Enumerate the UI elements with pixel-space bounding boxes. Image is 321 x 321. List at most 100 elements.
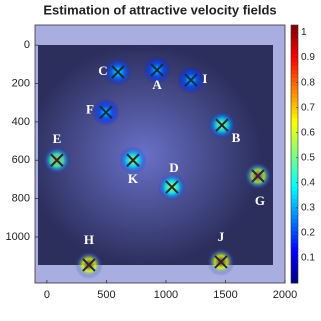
- colorbar-tick-label: 0.8: [301, 77, 315, 88]
- x-marker: [111, 65, 125, 79]
- x-tick-label: 2000: [273, 289, 297, 301]
- colorbar-segment: [291, 210, 298, 215]
- colorbar-segment: [291, 149, 298, 155]
- colorbar-segment: [291, 186, 298, 191]
- y-tick-label: 1000: [6, 231, 30, 243]
- colorbar-segment: [291, 89, 298, 95]
- colorbar-segment: [291, 230, 298, 236]
- colorbar-segment: [291, 206, 298, 211]
- point-label: J: [218, 229, 225, 244]
- colorbar-segment: [291, 278, 298, 284]
- y-tick-label: 200: [12, 77, 30, 89]
- y-tick-label: 400: [12, 116, 30, 128]
- x-marker: [126, 153, 140, 167]
- colorbar-segment: [291, 222, 298, 228]
- plot-frame: [34, 24, 286, 284]
- y-tick-label: 600: [12, 154, 30, 166]
- colorbar-segment: [291, 274, 298, 280]
- colorbar-tick-label: 0.6: [301, 127, 315, 138]
- colorbar-segment: [291, 57, 298, 62]
- x-marker: [251, 169, 265, 183]
- colorbar-tick-label: 0.5: [301, 152, 315, 163]
- point-label: B: [232, 130, 241, 145]
- colorbar-segment: [291, 182, 298, 187]
- x-marker: [214, 255, 228, 269]
- colorbar-segment: [291, 154, 298, 159]
- colorbar-segment: [291, 73, 298, 78]
- colorbar-segment: [291, 81, 298, 86]
- colorbar-segment: [291, 93, 298, 99]
- point-label: C: [98, 63, 107, 78]
- colorbar-segment: [291, 85, 298, 90]
- colorbar-segment: [291, 202, 298, 207]
- x-tick-label: 1500: [213, 289, 237, 301]
- colorbar-segment: [291, 29, 298, 34]
- point-label: D: [169, 160, 178, 175]
- x-marker: [99, 105, 113, 119]
- colorbar-segment: [291, 133, 298, 139]
- point-label: K: [128, 171, 139, 186]
- point-label: E: [53, 131, 62, 146]
- x-marker: [150, 63, 164, 77]
- colorbar-segment: [291, 145, 298, 151]
- x-tick-label: 1000: [154, 289, 178, 301]
- colorbar-tick-label: 0.7: [301, 102, 315, 113]
- colorbar-segment: [291, 65, 298, 70]
- colorbar-segment: [291, 258, 298, 264]
- colorbar-segment: [291, 113, 298, 119]
- colorbar-segment: [291, 77, 298, 82]
- colorbar-segment: [291, 254, 298, 260]
- colorbar-segment: [291, 162, 298, 167]
- colorbar-segment: [291, 137, 298, 143]
- colorbar-segment: [291, 194, 298, 199]
- point-label: H: [84, 232, 94, 247]
- colorbar-frame: [290, 24, 299, 284]
- colorbar-segment: [291, 262, 298, 268]
- colorbar-segment: [291, 238, 298, 244]
- x-marker: [82, 258, 96, 272]
- colorbar-segment: [291, 41, 298, 46]
- colorbar-segment: [291, 266, 298, 272]
- y-tick-label: 800: [12, 193, 30, 205]
- colorbar-segment: [291, 170, 298, 175]
- colorbar-tick-label: 0.3: [301, 202, 315, 213]
- colorbar-segment: [291, 158, 298, 163]
- x-marker: [215, 118, 229, 132]
- colorbar-segment: [291, 190, 298, 195]
- point-label: I: [202, 71, 207, 86]
- colorbar-segment: [291, 125, 298, 131]
- colorbar-segment: [291, 166, 298, 171]
- colorbar-segment: [291, 109, 298, 115]
- colorbar-segment: [291, 37, 298, 42]
- colorbar-segment: [291, 246, 298, 252]
- colorbar-tick-label: 0.4: [301, 177, 315, 188]
- colorbar-segment: [291, 250, 298, 256]
- colorbar-segment: [291, 218, 298, 224]
- colorbar-segment: [291, 53, 298, 58]
- colorbar-segment: [291, 178, 298, 183]
- colorbar-segment: [291, 45, 298, 50]
- colorbar-segment: [291, 214, 298, 219]
- colorbar-segment: [291, 174, 298, 179]
- colorbar-tick-label: 0.1: [301, 253, 315, 264]
- x-marker: [184, 73, 198, 87]
- colorbar-segment: [291, 141, 298, 147]
- colorbar-segment: [291, 117, 298, 123]
- colorbar-segment: [291, 270, 298, 276]
- colorbar-tick-label: 0.9: [301, 52, 315, 63]
- point-label: A: [152, 77, 162, 92]
- chart-title: Estimation of attractive velocity fields: [43, 2, 276, 17]
- point-label: G: [255, 193, 265, 208]
- x-tick-label: 0: [44, 289, 50, 301]
- colorbar-segment: [291, 61, 298, 66]
- colorbar-segment: [291, 49, 298, 54]
- x-marker: [165, 180, 179, 194]
- x-tick-label: 500: [97, 289, 115, 301]
- colorbar-segment: [291, 226, 298, 232]
- colorbar-segment: [291, 242, 298, 248]
- colorbar-tick-label: 0.2: [301, 228, 315, 239]
- colorbar-segment: [291, 129, 298, 135]
- colorbar-segment: [291, 101, 298, 107]
- colorbar-segment: [291, 234, 298, 240]
